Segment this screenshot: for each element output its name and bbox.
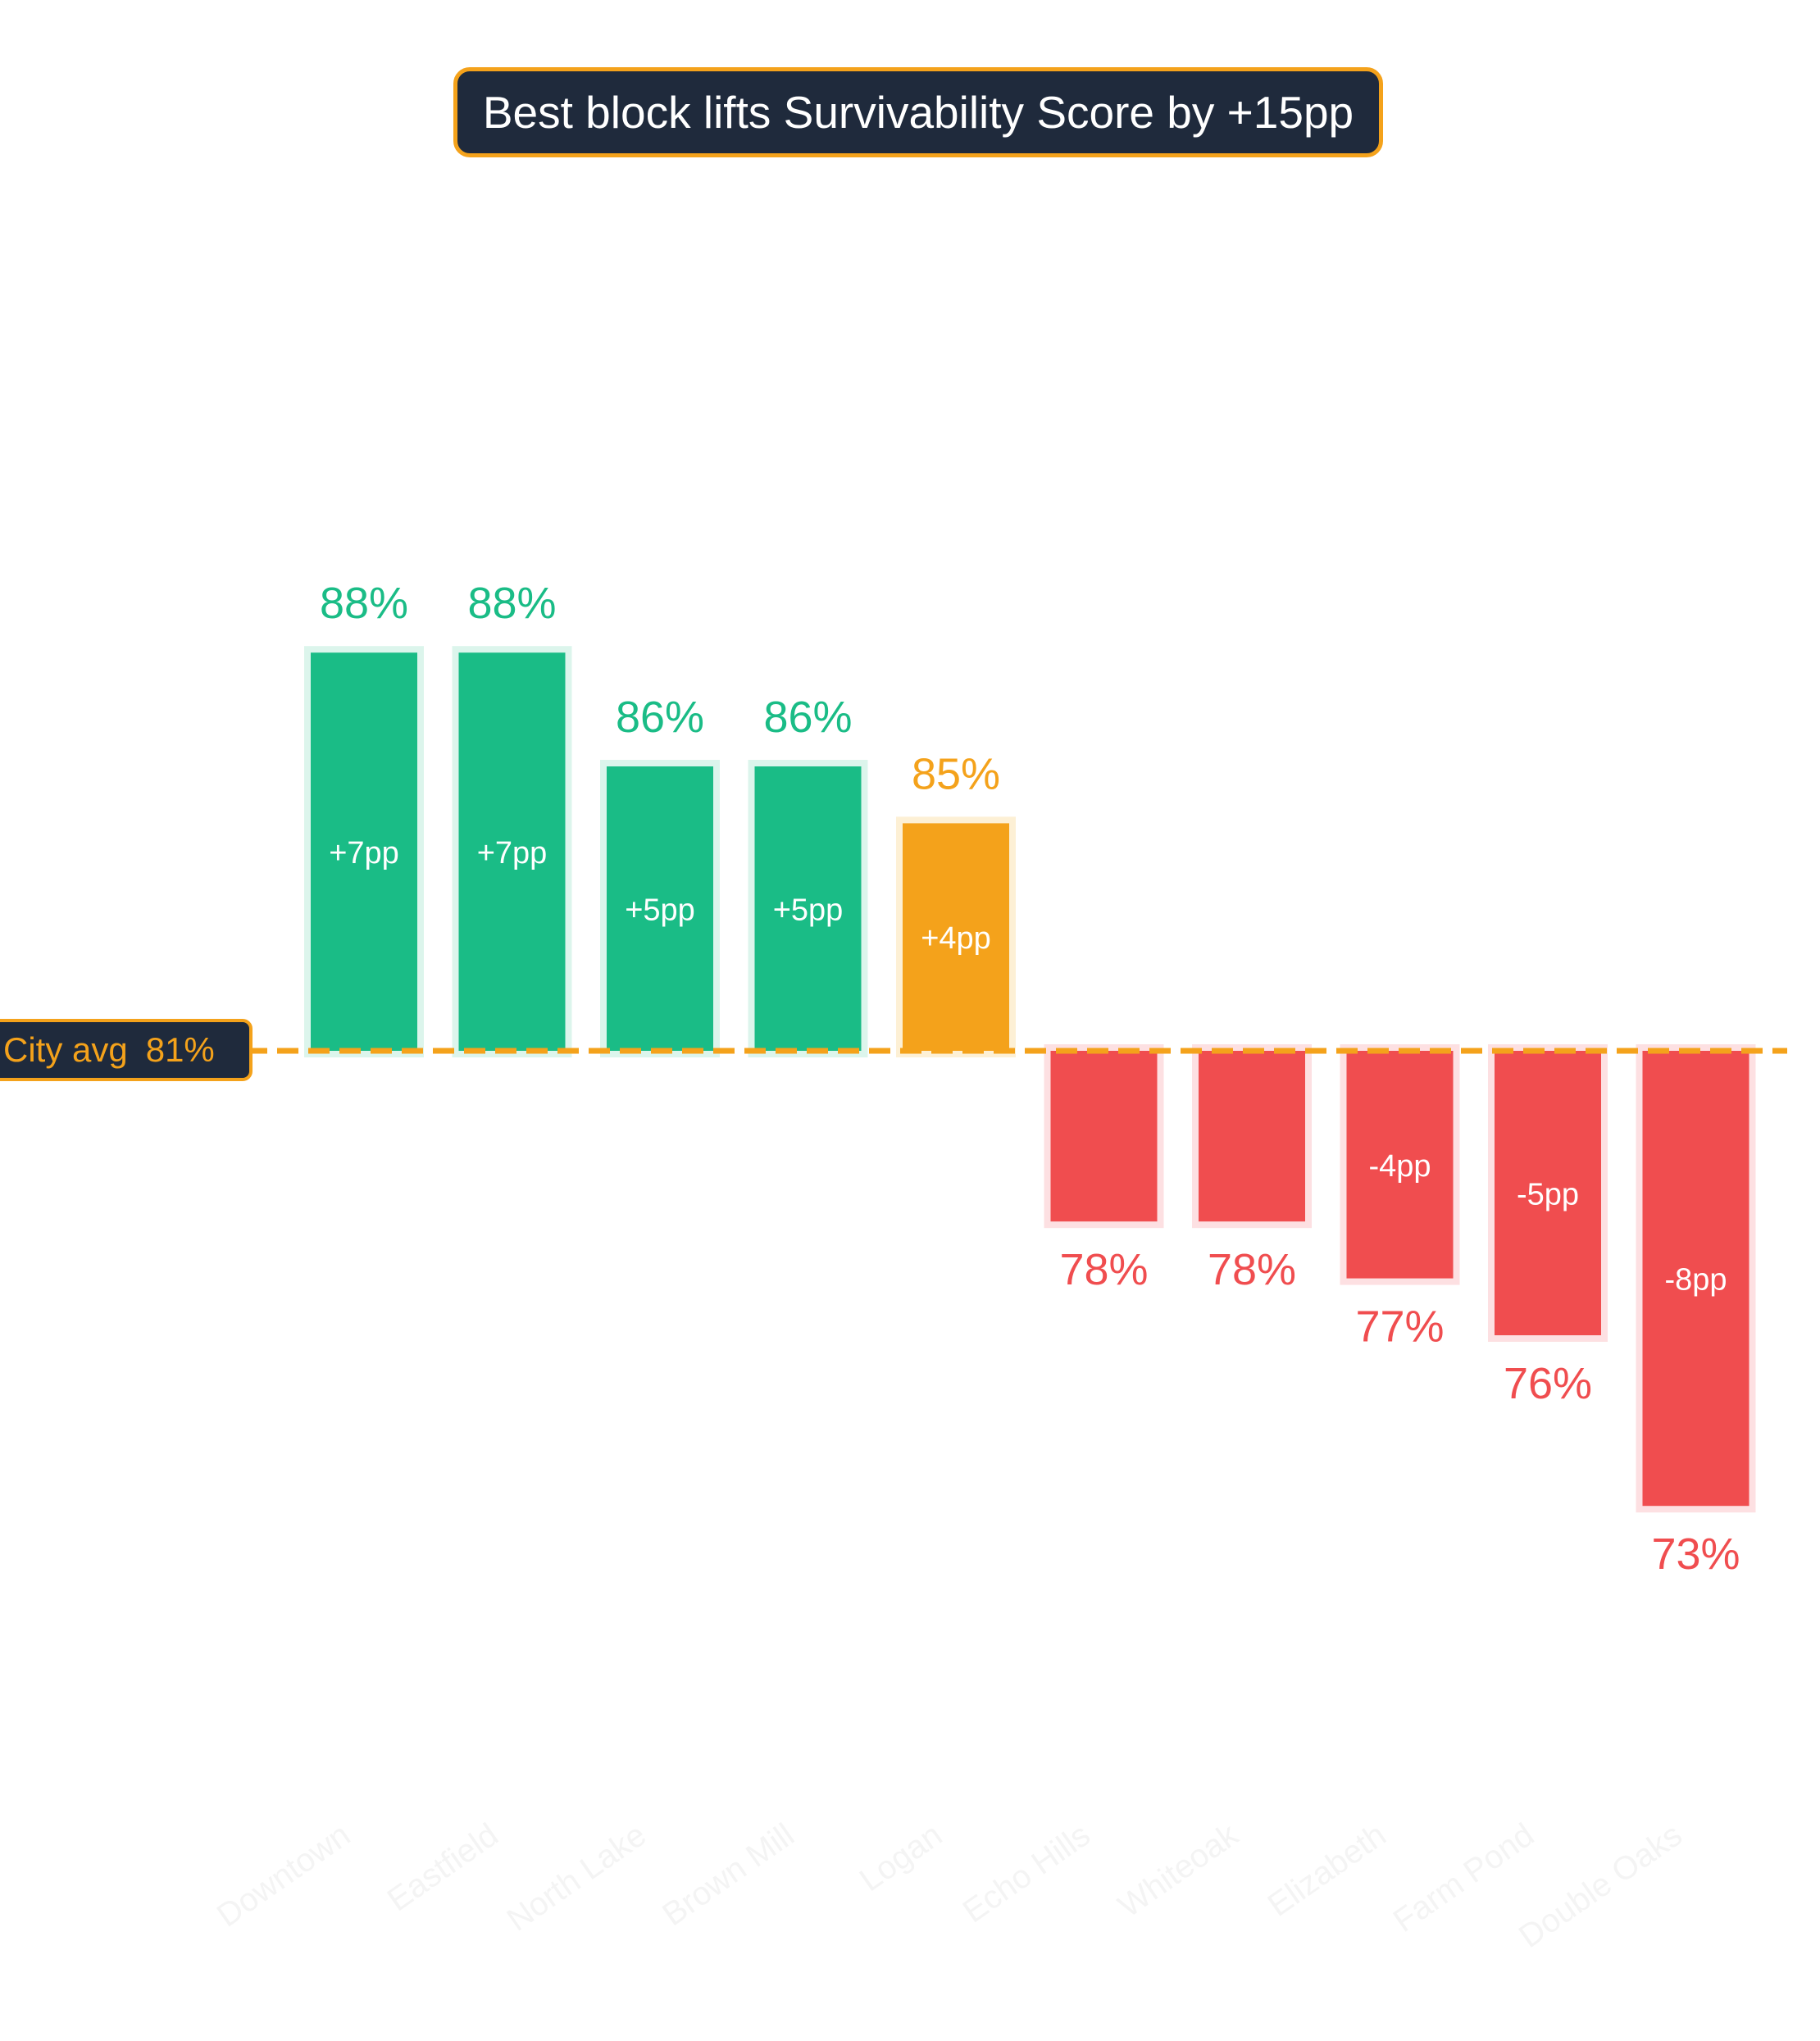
category-label: Brown Mill [656,1816,800,1933]
value-label: 85% [912,749,1000,798]
category-label: Echo Hills [957,1816,1097,1930]
bar-8 [1495,1051,1601,1335]
value-label: 86% [616,693,704,742]
value-label: 76% [1504,1359,1592,1408]
chart-title-box: Best block lifts Survivability Score by … [453,67,1383,157]
category-label: Downtown [211,1816,357,1934]
category-label: Farm Pond [1387,1816,1540,1939]
delta-label: +7pp [329,836,399,870]
city-average-label: City avg [3,1030,128,1069]
bar-9 [1642,1051,1749,1507]
bar-3 [754,766,862,1051]
delta-label: -8pp [1664,1263,1727,1298]
delta-label: +5pp [773,893,844,928]
delta-label: -4pp [1368,1149,1431,1184]
bar-1 [458,652,566,1051]
delta-label: -5pp [1517,1178,1579,1212]
category-label: Eastfield [381,1816,505,1918]
bar-5 [1050,1051,1158,1222]
city-average-badge: City avg 81% [0,1019,253,1081]
bar-6 [1199,1051,1305,1222]
category-label: Double Oaks [1513,1816,1689,1955]
value-label: 88% [320,579,408,628]
value-label: 73% [1651,1530,1740,1579]
bar-0 [311,652,417,1051]
bar-4 [903,823,1009,1051]
category-label: Whiteoak [1112,1816,1245,1925]
bar-7 [1346,1051,1454,1279]
bars-layer [304,646,1756,1513]
delta-label: +4pp [921,921,991,956]
value-label: 88% [467,579,556,628]
chart-title: Best block lifts Survivability Score by … [482,87,1354,138]
category-label: North Lake [501,1816,653,1938]
value-label: 78% [1208,1245,1296,1294]
delta-label: +5pp [625,893,695,928]
delta-label: +7pp [477,836,548,870]
value-label: 77% [1355,1302,1444,1352]
category-label: Logan [853,1816,949,1898]
city-average-value: 81% [145,1030,215,1069]
value-label: 86% [763,693,852,742]
bar-2 [607,766,713,1051]
value-label: 78% [1059,1245,1148,1294]
category-label: Elizabeth [1262,1816,1393,1923]
